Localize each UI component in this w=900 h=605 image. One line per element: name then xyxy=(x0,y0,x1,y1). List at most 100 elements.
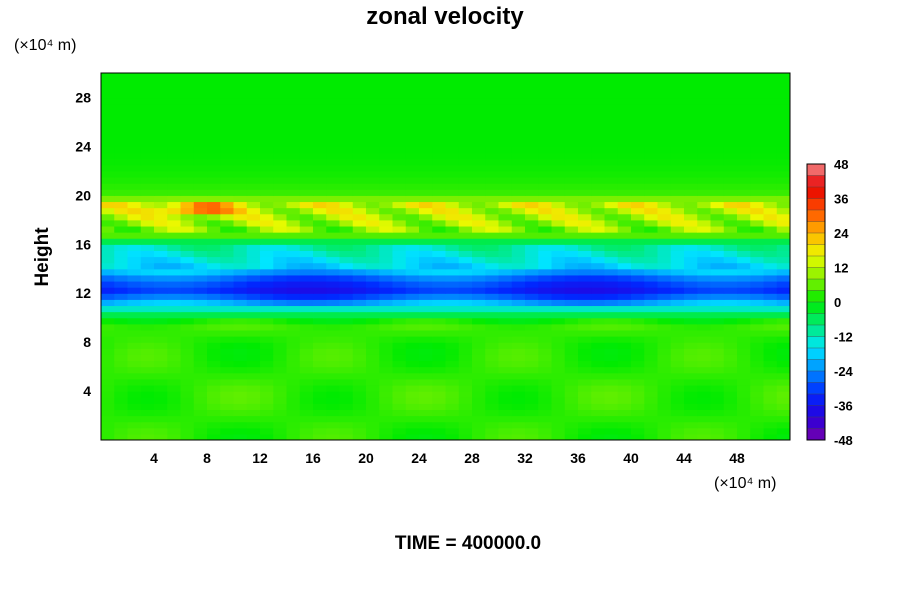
heatmap-cell xyxy=(551,238,566,245)
heatmap-cell xyxy=(207,140,221,147)
heatmap-cell xyxy=(154,121,168,129)
heatmap-cell xyxy=(379,244,394,251)
heatmap-cell xyxy=(498,103,513,111)
heatmap-cell xyxy=(127,219,142,227)
heatmap-cell xyxy=(101,256,115,264)
heatmap-cell xyxy=(313,140,327,147)
heatmap-cell xyxy=(498,79,513,86)
heatmap-cell xyxy=(246,109,261,117)
heatmap-cell xyxy=(299,238,314,245)
heatmap-cell xyxy=(313,189,327,196)
heatmap-cell xyxy=(551,433,566,440)
heatmap-cell xyxy=(750,158,765,166)
heatmap-cell xyxy=(684,219,698,227)
heatmap-cell xyxy=(776,121,790,129)
heatmap-cell xyxy=(750,274,765,282)
heatmap-cell xyxy=(299,195,314,203)
heatmap-cell xyxy=(670,354,685,362)
heatmap-cell xyxy=(127,134,142,141)
heatmap-cell xyxy=(670,323,685,331)
heatmap-cell xyxy=(101,152,115,160)
heatmap-cell xyxy=(207,415,221,423)
heatmap-cell xyxy=(101,170,115,178)
heatmap-cell xyxy=(498,342,513,349)
heatmap-cell xyxy=(498,391,513,398)
heatmap-cell xyxy=(140,403,155,411)
heatmap-cell xyxy=(419,195,433,203)
heatmap-cell xyxy=(472,232,486,239)
heatmap-cell xyxy=(432,152,447,160)
heatmap-cell xyxy=(472,378,486,386)
heatmap-cell xyxy=(538,219,553,227)
heatmap-cell xyxy=(631,274,645,282)
heatmap-cell xyxy=(723,219,738,227)
heatmap-cell xyxy=(498,140,513,147)
heatmap-cell xyxy=(193,219,208,227)
heatmap-cell xyxy=(511,232,526,239)
heatmap-cell xyxy=(511,170,526,178)
heatmap-cell xyxy=(167,225,182,233)
heatmap-cell xyxy=(273,152,288,160)
heatmap-cell xyxy=(485,195,500,203)
heatmap-cell xyxy=(193,299,208,307)
heatmap-cell xyxy=(313,317,327,325)
heatmap-cell xyxy=(617,134,632,141)
heatmap-cell xyxy=(631,323,645,331)
heatmap-cell xyxy=(326,183,341,190)
heatmap-cell xyxy=(737,268,751,276)
heatmap-cell xyxy=(525,384,539,392)
heatmap-cell xyxy=(339,79,354,86)
heatmap-cell xyxy=(379,103,394,111)
heatmap-cell xyxy=(207,201,221,209)
heatmap-cell xyxy=(472,274,486,282)
heatmap-cell xyxy=(352,134,367,141)
heatmap-cell xyxy=(326,195,341,203)
heatmap-cell xyxy=(578,427,592,435)
heatmap-cell xyxy=(101,140,115,147)
heatmap-cell xyxy=(260,115,274,123)
heatmap-cell xyxy=(260,354,274,362)
heatmap-cell xyxy=(233,274,248,282)
heatmap-cell xyxy=(697,128,712,135)
heatmap-cell xyxy=(405,176,420,184)
heatmap-cell xyxy=(644,128,659,135)
heatmap-cell xyxy=(392,354,407,362)
heatmap-cell xyxy=(684,207,698,215)
heatmap-cell xyxy=(511,103,526,111)
heatmap-cell xyxy=(578,207,592,215)
heatmap-cell xyxy=(260,311,274,319)
heatmap-cell xyxy=(233,421,248,429)
heatmap-cell xyxy=(472,140,486,147)
heatmap-cell xyxy=(578,299,592,307)
heatmap-cell xyxy=(723,152,738,160)
heatmap-cell xyxy=(485,85,500,92)
heatmap-cell xyxy=(578,213,592,221)
heatmap-cell xyxy=(366,91,380,99)
heatmap-cell xyxy=(591,189,606,196)
heatmap-cell xyxy=(710,134,725,141)
heatmap-cell xyxy=(299,287,314,294)
heatmap-cell xyxy=(233,317,248,325)
heatmap-cell xyxy=(472,268,486,276)
heatmap-cell xyxy=(286,189,301,196)
heatmap-cell xyxy=(525,256,539,264)
heatmap-cell xyxy=(763,189,778,196)
heatmap-cell xyxy=(405,293,420,300)
heatmap-cell xyxy=(154,183,168,190)
heatmap-cell xyxy=(339,280,354,288)
heatmap-cell xyxy=(511,238,526,245)
heatmap-cell xyxy=(233,170,248,178)
heatmap-cell xyxy=(260,225,274,233)
heatmap-cell xyxy=(114,207,129,215)
heatmap-cell xyxy=(723,244,738,251)
heatmap-cell xyxy=(193,201,208,209)
heatmap-cell xyxy=(776,378,790,386)
heatmap-cell xyxy=(578,195,592,203)
heatmap-cell xyxy=(154,195,168,203)
heatmap-cell xyxy=(485,421,500,429)
heatmap-cell xyxy=(101,232,115,239)
heatmap-cell xyxy=(750,183,765,190)
heatmap-cell xyxy=(697,433,712,440)
heatmap-cell xyxy=(233,183,248,190)
heatmap-cell xyxy=(750,378,765,386)
